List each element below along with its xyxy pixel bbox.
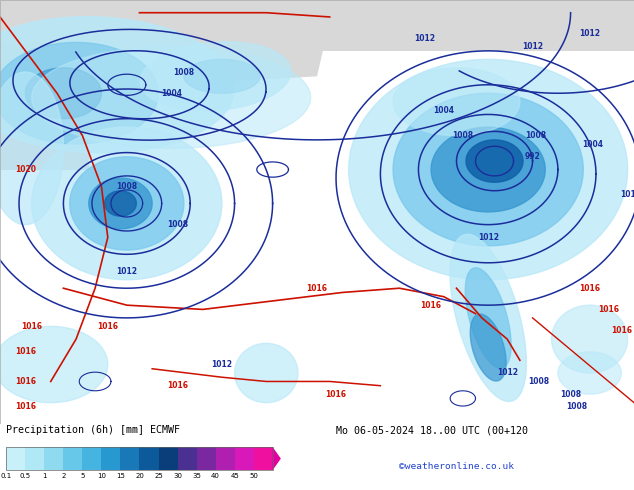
Polygon shape: [552, 305, 628, 373]
Text: 1016: 1016: [97, 322, 119, 331]
Text: 1016: 1016: [611, 326, 632, 335]
Polygon shape: [32, 127, 222, 280]
Polygon shape: [0, 72, 63, 224]
Text: 1016: 1016: [21, 322, 42, 331]
Polygon shape: [349, 59, 628, 280]
Polygon shape: [25, 68, 101, 119]
Text: 1016: 1016: [598, 305, 619, 314]
Polygon shape: [235, 343, 298, 403]
Text: 35: 35: [192, 473, 201, 479]
Bar: [158, 447, 178, 470]
Polygon shape: [70, 157, 184, 250]
Bar: [25, 447, 44, 470]
Polygon shape: [140, 42, 291, 111]
Polygon shape: [466, 140, 523, 182]
Bar: [101, 447, 120, 470]
Text: 1016: 1016: [579, 284, 600, 293]
Text: 1008: 1008: [167, 220, 188, 229]
Text: 1008: 1008: [560, 390, 581, 399]
Text: 1016: 1016: [15, 402, 36, 412]
Text: 1016: 1016: [167, 381, 188, 390]
Text: 1008: 1008: [173, 68, 195, 76]
Text: Precipitation (6h) [mm] ECMWF: Precipitation (6h) [mm] ECMWF: [6, 425, 180, 435]
Text: 1004: 1004: [160, 89, 182, 98]
Text: 1016: 1016: [325, 390, 347, 399]
Text: 1012: 1012: [477, 233, 499, 242]
Bar: [44, 447, 63, 470]
Text: 1012: 1012: [414, 34, 436, 43]
Bar: [178, 447, 197, 470]
Polygon shape: [393, 68, 520, 136]
Bar: [139, 447, 158, 470]
Text: 1: 1: [42, 473, 47, 479]
Polygon shape: [32, 47, 311, 148]
Text: 45: 45: [230, 473, 239, 479]
Polygon shape: [89, 178, 152, 229]
Text: 1004: 1004: [582, 140, 604, 148]
Text: 1008: 1008: [452, 131, 474, 140]
Polygon shape: [178, 17, 330, 85]
Text: 1020: 1020: [15, 165, 36, 174]
Text: 1004: 1004: [433, 106, 455, 115]
Bar: [235, 447, 254, 470]
Text: 5: 5: [81, 473, 84, 479]
Text: 10: 10: [97, 473, 106, 479]
Polygon shape: [470, 314, 506, 381]
Text: 1008: 1008: [525, 131, 547, 140]
Bar: [6, 447, 25, 470]
Text: 1012: 1012: [116, 267, 138, 276]
Text: 1008: 1008: [528, 377, 550, 386]
Text: 30: 30: [173, 473, 182, 479]
Polygon shape: [0, 326, 108, 403]
Polygon shape: [0, 17, 235, 153]
Text: 1012: 1012: [522, 42, 543, 51]
Text: 1016: 1016: [15, 347, 36, 356]
Text: 2: 2: [61, 473, 65, 479]
Bar: [254, 447, 273, 470]
Polygon shape: [465, 268, 511, 368]
Bar: [120, 447, 139, 470]
Polygon shape: [105, 191, 136, 216]
Polygon shape: [558, 352, 621, 394]
Bar: [6, 447, 273, 470]
Text: 25: 25: [154, 473, 163, 479]
Text: 1008: 1008: [116, 182, 138, 191]
Polygon shape: [0, 43, 89, 170]
Text: 1012: 1012: [496, 368, 518, 377]
Text: 1016: 1016: [15, 377, 36, 386]
Text: 15: 15: [116, 473, 125, 479]
Text: 0.1: 0.1: [1, 473, 12, 479]
Text: 1016: 1016: [306, 284, 328, 293]
Text: 992: 992: [525, 152, 540, 161]
Text: 1008: 1008: [566, 402, 588, 412]
Text: 20: 20: [135, 473, 144, 479]
Polygon shape: [450, 234, 526, 401]
Polygon shape: [0, 43, 158, 144]
Bar: [197, 447, 216, 470]
Text: ©weatheronline.co.uk: ©weatheronline.co.uk: [399, 462, 514, 471]
Bar: [82, 447, 101, 470]
Text: 0.5: 0.5: [20, 473, 31, 479]
Polygon shape: [393, 93, 583, 246]
Polygon shape: [184, 59, 260, 93]
Polygon shape: [431, 127, 545, 212]
Text: 1012: 1012: [579, 29, 600, 38]
Text: 1012: 1012: [620, 191, 634, 199]
Text: Mo 06-05-2024 18..00 UTC (00+120: Mo 06-05-2024 18..00 UTC (00+120: [336, 425, 528, 435]
FancyBboxPatch shape: [0, 0, 634, 51]
Bar: [216, 447, 235, 470]
Text: 1012: 1012: [211, 360, 233, 369]
Text: 50: 50: [249, 473, 258, 479]
Text: 1016: 1016: [420, 301, 442, 310]
Bar: [63, 447, 82, 470]
Polygon shape: [273, 447, 281, 470]
Text: 40: 40: [211, 473, 220, 479]
